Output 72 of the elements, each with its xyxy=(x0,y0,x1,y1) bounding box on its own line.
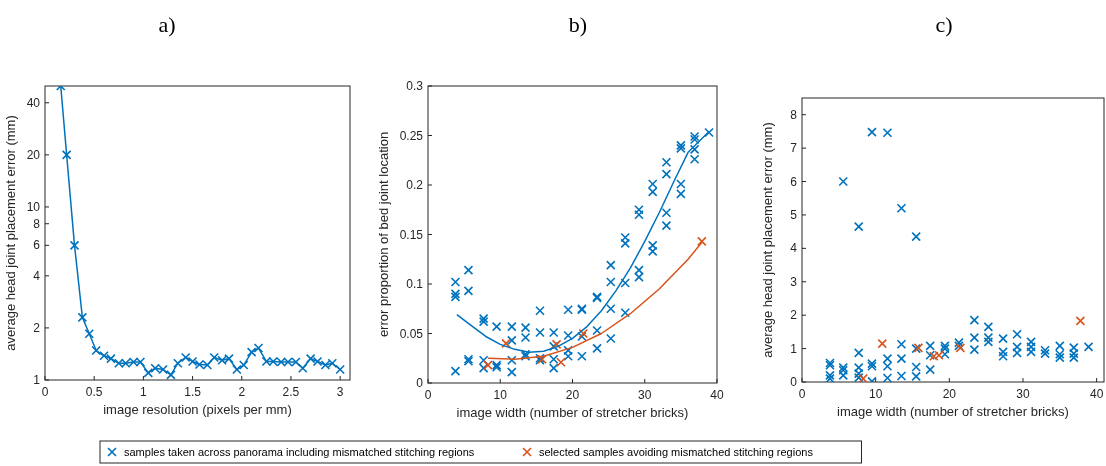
chart-title: b) xyxy=(568,12,588,37)
y-tick-label: 4 xyxy=(33,268,41,283)
line-series xyxy=(487,240,704,360)
point xyxy=(246,347,257,357)
x-tick-label: 2.5 xyxy=(282,385,300,399)
chart-title: a) xyxy=(158,12,176,37)
x-tick-label: 40 xyxy=(1089,387,1104,401)
x-tick-label: 40 xyxy=(710,388,724,402)
point xyxy=(483,360,493,370)
y-tick-label: 3 xyxy=(790,274,798,289)
point xyxy=(232,364,242,375)
point xyxy=(91,345,101,356)
point xyxy=(84,328,95,339)
point xyxy=(335,364,345,375)
chart-title: c) xyxy=(935,12,953,37)
y-tick-label: 0.15 xyxy=(399,227,424,242)
y-tick-label: 0 xyxy=(790,375,798,389)
y-axis-title: average head joint placement error (mm) xyxy=(760,122,775,358)
point xyxy=(166,370,176,380)
point xyxy=(180,352,191,363)
x-tick-label: 0.5 xyxy=(85,385,103,399)
point xyxy=(69,240,80,251)
point xyxy=(61,150,72,160)
y-tick-label: 6 xyxy=(33,238,41,253)
y-tick-label: 6 xyxy=(790,174,798,189)
x-tick-label: 20 xyxy=(942,387,957,401)
y-tick-label: 0 xyxy=(416,376,424,390)
point xyxy=(297,363,308,373)
x-axis-title: image resolution (pixels per mm) xyxy=(103,402,292,417)
y-tick-label: 4 xyxy=(790,241,798,256)
x-tick-label: 10 xyxy=(493,388,508,402)
y-tick-label: 0.25 xyxy=(399,128,424,143)
point xyxy=(877,338,888,349)
y-tick-label: 10 xyxy=(26,199,41,214)
x-tick-label: 10 xyxy=(868,387,883,401)
x-axis-title: image width (number of stretcher bricks) xyxy=(837,404,1069,419)
point xyxy=(556,357,566,368)
x-tick-label: 2 xyxy=(238,385,246,399)
point xyxy=(77,312,88,323)
y-tick-label: 40 xyxy=(26,95,41,110)
y-tick-label: 0.05 xyxy=(399,326,424,341)
y-tick-label: 5 xyxy=(790,207,798,222)
y-tick-label: 8 xyxy=(33,216,41,231)
y-tick-label: 7 xyxy=(790,141,798,156)
y-axis-title: average head joint placement error (mm) xyxy=(3,115,18,351)
y-tick-label: 1 xyxy=(790,341,798,356)
x-tick-label: 30 xyxy=(1016,387,1030,401)
point xyxy=(173,358,183,369)
x-tick-label: 1 xyxy=(140,385,148,399)
x-tick-label: 1.5 xyxy=(184,385,202,399)
x-tick-label: 20 xyxy=(565,388,580,402)
point xyxy=(1075,316,1086,326)
point xyxy=(697,236,707,247)
y-tick-label: 2 xyxy=(790,308,798,323)
y-tick-label: 20 xyxy=(26,147,41,162)
y-tick-label: 2 xyxy=(33,320,41,335)
x-axis-title: image width (number of stretcher bricks) xyxy=(456,405,689,420)
point xyxy=(253,343,264,353)
y-tick-label: 0.3 xyxy=(406,79,424,93)
point xyxy=(238,360,249,370)
x-tick-label: 3 xyxy=(336,385,344,399)
legend-label: samples taken across panorama including mismatched stitching regions xyxy=(124,446,475,458)
point xyxy=(501,338,511,349)
y-tick-label: 1 xyxy=(33,373,41,387)
y-tick-label: 8 xyxy=(790,107,798,122)
point xyxy=(858,373,868,382)
legend-label: selected samples avoiding mismatched stitching regions xyxy=(539,446,814,458)
y-tick-label: 0.1 xyxy=(406,277,424,291)
x-tick-label: 30 xyxy=(638,388,652,402)
point xyxy=(143,368,154,378)
y-tick-label: 0.2 xyxy=(406,178,424,192)
y-axis-title: error proportion of bed joint location xyxy=(376,131,391,338)
